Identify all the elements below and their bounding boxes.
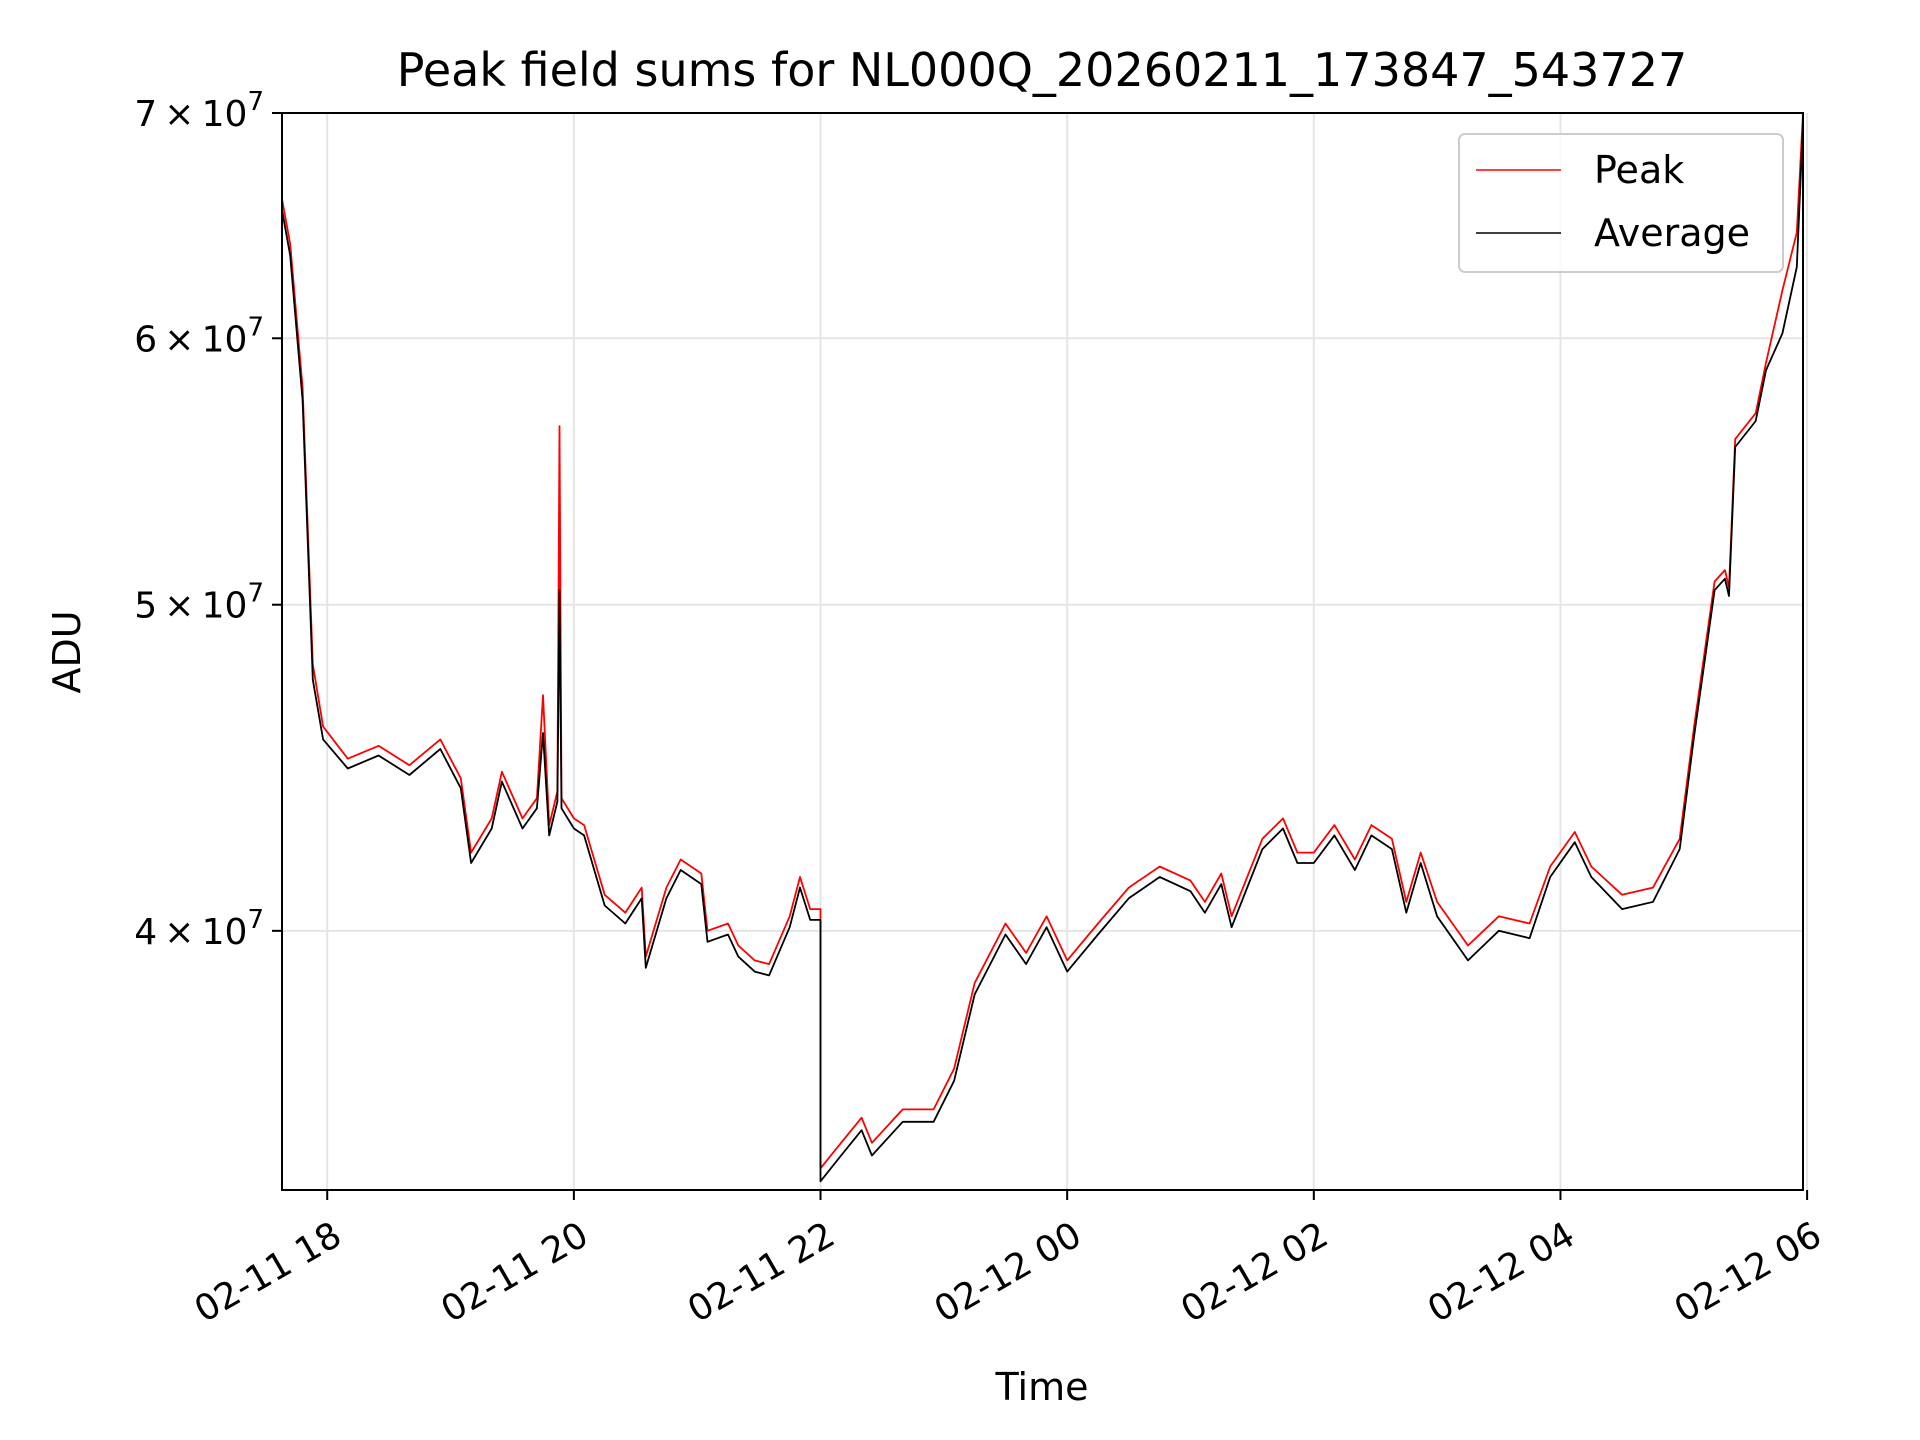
y-axis-label: ADU [45, 610, 89, 693]
legend-label-average: Average [1594, 211, 1750, 255]
grid [282, 113, 1809, 1190]
series-line-average [281, 123, 1804, 1183]
legend-label-peak: Peak [1594, 148, 1684, 192]
y-tick-label: 6 × 107 [134, 312, 264, 360]
legend-box [1458, 133, 1784, 273]
x-axis-label: Time [995, 1365, 1089, 1409]
series-layer [281, 112, 1804, 1183]
series-line-peak [281, 112, 1804, 1170]
y-tick-label: 7 × 107 [134, 87, 264, 135]
chart-title: Peak field sums for NL000Q_20260211_1738… [397, 43, 1688, 97]
plot-frame [281, 112, 1804, 1191]
y-tick-label: 5 × 107 [134, 579, 264, 627]
y-axis: 4 × 107 5 × 107 6 × 107 7 × 107 [134, 87, 282, 953]
y-tick-label: 4 × 107 [134, 905, 264, 953]
legend: Peak Average [1458, 133, 1784, 273]
